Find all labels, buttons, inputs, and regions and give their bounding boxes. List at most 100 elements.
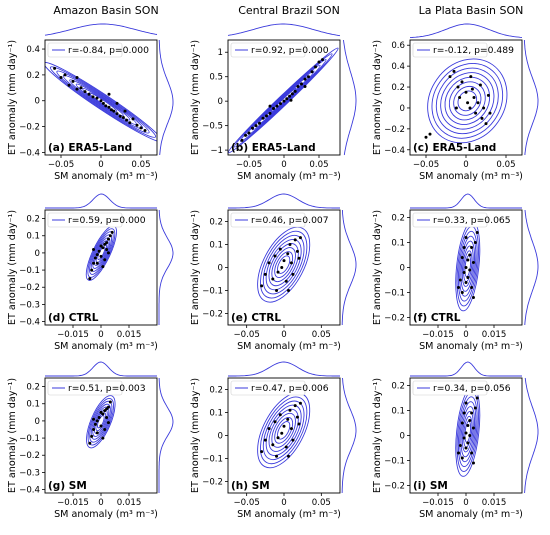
data-point <box>321 58 324 62</box>
data-point <box>424 135 428 139</box>
data-point <box>464 236 468 239</box>
data-point <box>101 265 105 269</box>
contour-line <box>75 83 131 121</box>
x-tick-label: 0 <box>463 330 468 340</box>
contour-line <box>274 416 294 444</box>
x-axis-label: SM anomaly (m³ m⁻³) <box>419 171 523 182</box>
data-point <box>452 69 456 73</box>
y-tick-label: −0.1 <box>202 455 223 465</box>
data-point <box>471 426 475 430</box>
column-title: La Plata Basin SON <box>419 4 524 17</box>
data-point <box>75 75 79 79</box>
x-tick-label: −0.015 <box>57 330 89 340</box>
data-point <box>289 98 293 102</box>
data-point <box>92 247 96 251</box>
x-axis-label: SM anomaly (m³ m⁻³) <box>419 341 523 352</box>
legend-text: r=0.47, p=0.006 <box>251 383 329 394</box>
data-point <box>457 286 461 289</box>
contour-line <box>87 397 114 446</box>
legend-text: r=0.92, p=0.000 <box>251 45 329 56</box>
x-axis-label: SM anomaly (m³ m⁻³) <box>237 341 341 352</box>
data-point <box>468 253 472 257</box>
data-point <box>271 443 275 447</box>
y-tick-label: −0.1 <box>19 434 40 444</box>
x-tick-label: −0.015 <box>422 330 454 340</box>
y-tick-label: −0.2 <box>19 123 40 133</box>
x-marginal-density <box>227 23 341 37</box>
x-tick-label: 0 <box>463 498 468 508</box>
y-tick-label: 0.5 <box>209 73 223 83</box>
panel-9: −0.015 0 0.015 −0.2 −0.1 0 0.1 0.2 SM anomaly (m… <box>372 361 539 520</box>
y-tick-label: 0.2 <box>26 215 40 225</box>
data-point <box>71 79 75 83</box>
data-point <box>466 101 470 105</box>
data-point <box>466 424 470 427</box>
contour-line <box>87 228 116 278</box>
y-tick-label: −0.2 <box>384 125 405 135</box>
y-axis-label: ET anomaly (mm day⁻¹) <box>372 40 383 155</box>
kde-contours <box>86 395 116 449</box>
data-point <box>244 133 247 137</box>
legend-box <box>412 212 488 228</box>
x-tick-label: 0.05 <box>312 330 331 340</box>
data-point <box>288 408 292 412</box>
panel-6: −0.015 0 0.015 −0.2 −0.1 0 0.1 0.2 SM anomaly (m… <box>372 193 539 352</box>
contour-line <box>431 63 504 139</box>
data-point <box>109 108 113 112</box>
data-point <box>272 107 275 111</box>
data-point <box>53 66 57 70</box>
data-point <box>473 406 477 410</box>
contour-line <box>460 240 475 292</box>
contour-line <box>62 74 144 130</box>
data-point <box>278 247 282 251</box>
contour-line <box>459 235 477 297</box>
contour-line <box>271 412 296 448</box>
contour-line <box>86 395 116 449</box>
y-tick-label: −0.4 <box>19 148 40 158</box>
x-tick-label: 0.015 <box>117 498 142 508</box>
data-point <box>297 256 301 260</box>
data-point <box>87 92 91 96</box>
data-point <box>293 238 297 242</box>
data-point <box>456 85 460 89</box>
data-point <box>247 131 251 135</box>
contour-line <box>260 230 308 299</box>
data-point <box>104 104 108 108</box>
data-point <box>128 121 132 125</box>
data-point <box>273 254 277 258</box>
data-point <box>95 253 99 257</box>
contour-line <box>457 230 478 302</box>
contour-line <box>440 72 495 130</box>
legend-box <box>230 42 306 58</box>
data-point <box>471 461 475 465</box>
contour-line <box>257 392 311 469</box>
y-axis-label: ET anomaly (mm day⁻¹) <box>190 40 201 155</box>
y-tick-label: −0.2 <box>202 478 223 488</box>
contour-line <box>460 406 475 458</box>
data-point <box>99 410 103 414</box>
legend-box <box>412 380 488 396</box>
data-point <box>275 454 279 458</box>
legend-text: r=0.59, p=0.000 <box>68 215 146 226</box>
panel-label: (a) ERA5-Land <box>48 142 132 154</box>
y-tick-label: 0 <box>218 97 223 107</box>
x-marginal-density <box>409 23 523 39</box>
y-tick-label: −0.4 <box>19 318 40 328</box>
column-title: Central Brazil SON <box>238 4 340 17</box>
data-point <box>93 422 97 426</box>
kde-contours <box>427 58 508 144</box>
panel-5: −0.05 0 0.05 −0.2 −0.1 0 0.1 0.2 SM anomaly (m³ … <box>190 193 357 352</box>
data-point <box>95 431 99 435</box>
data-point <box>488 111 492 115</box>
data-point <box>95 261 99 265</box>
data-point <box>291 438 295 442</box>
data-point <box>288 94 292 98</box>
y-tick-label: −0.4 <box>384 146 405 156</box>
x-marginal-density <box>45 193 157 209</box>
data-point <box>271 277 275 281</box>
y-tick-label: 0.1 <box>26 400 40 410</box>
data-point <box>265 114 268 118</box>
y-axis-label: ET anomaly (mm day⁻¹) <box>372 210 383 325</box>
data-point <box>59 75 63 79</box>
y-tick-label: 0.2 <box>26 383 40 393</box>
